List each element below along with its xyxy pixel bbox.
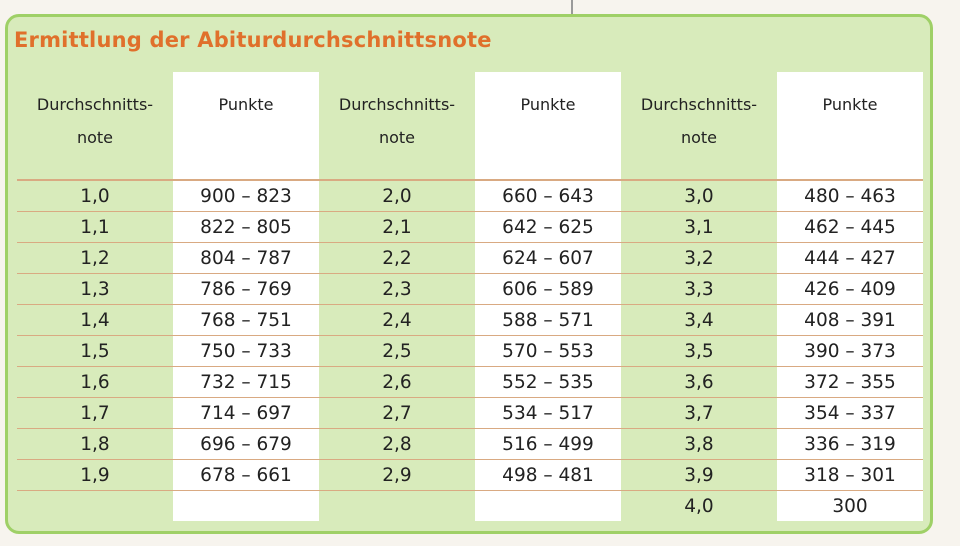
points-range-cell: 300 xyxy=(777,491,923,522)
table-row: 4,0 300 xyxy=(17,491,923,522)
average-grade-cell: 3,2 xyxy=(621,243,777,274)
points-range-cell: 696 – 679 xyxy=(173,429,319,460)
average-grade-cell: 1,5 xyxy=(17,336,173,367)
points-range-cell: 588 – 571 xyxy=(475,305,621,336)
points-range-cell: 354 – 337 xyxy=(777,398,923,429)
average-grade-cell: 3,8 xyxy=(621,429,777,460)
average-grade-cell: 2,5 xyxy=(319,336,475,367)
points-range-cell: 768 – 751 xyxy=(173,305,319,336)
table-header-row: Durchschnitts-note Punkte Durchschnitts-… xyxy=(17,72,923,180)
table-row: 1,0 900 – 823 2,0 660 – 643 3,0 480 – 463 xyxy=(17,180,923,212)
average-grade-cell: 3,3 xyxy=(621,274,777,305)
table-row: 1,5 750 – 733 2,5 570 – 553 3,5 390 – 373 xyxy=(17,336,923,367)
average-grade-cell: 2,2 xyxy=(319,243,475,274)
points-range-cell: 426 – 409 xyxy=(777,274,923,305)
average-grade-cell xyxy=(17,491,173,522)
average-grade-cell: 1,3 xyxy=(17,274,173,305)
header-average-grade: Durchschnitts-note xyxy=(621,72,777,180)
points-range-cell: 390 – 373 xyxy=(777,336,923,367)
average-grade-cell: 2,8 xyxy=(319,429,475,460)
average-grade-cell: 3,5 xyxy=(621,336,777,367)
header-points: Punkte xyxy=(777,72,923,180)
average-grade-cell: 2,4 xyxy=(319,305,475,336)
points-range-cell: 444 – 427 xyxy=(777,243,923,274)
points-range-cell: 660 – 643 xyxy=(475,180,621,212)
box-title: Ermittlung der Abiturdurchschnittsnote xyxy=(14,28,492,52)
points-range-cell: 750 – 733 xyxy=(173,336,319,367)
header-average-grade: Durchschnitts-note xyxy=(17,72,173,180)
average-grade-cell: 3,0 xyxy=(621,180,777,212)
table-row: 1,3 786 – 769 2,3 606 – 589 3,3 426 – 409 xyxy=(17,274,923,305)
table-row: 1,2 804 – 787 2,2 624 – 607 3,2 444 – 427 xyxy=(17,243,923,274)
average-grade-cell: 1,1 xyxy=(17,212,173,243)
points-range-cell: 408 – 391 xyxy=(777,305,923,336)
points-range-cell: 516 – 499 xyxy=(475,429,621,460)
average-grade-cell: 1,7 xyxy=(17,398,173,429)
average-grade-cell: 1,4 xyxy=(17,305,173,336)
average-grade-cell: 3,6 xyxy=(621,367,777,398)
header-average-grade: Durchschnitts-note xyxy=(319,72,475,180)
points-range-cell: 534 – 517 xyxy=(475,398,621,429)
average-grade-cell xyxy=(319,491,475,522)
average-grade-cell: 1,6 xyxy=(17,367,173,398)
points-range-cell: 804 – 787 xyxy=(173,243,319,274)
points-range-cell: 900 – 823 xyxy=(173,180,319,212)
average-grade-cell: 4,0 xyxy=(621,491,777,522)
points-range-cell: 318 – 301 xyxy=(777,460,923,491)
average-grade-cell: 1,0 xyxy=(17,180,173,212)
points-range-cell: 822 – 805 xyxy=(173,212,319,243)
points-range-cell: 624 – 607 xyxy=(475,243,621,274)
average-grade-cell: 2,3 xyxy=(319,274,475,305)
average-grade-cell: 2,0 xyxy=(319,180,475,212)
average-grade-cell: 1,2 xyxy=(17,243,173,274)
points-range-cell: 678 – 661 xyxy=(173,460,319,491)
points-range-cell: 732 – 715 xyxy=(173,367,319,398)
average-grade-cell: 1,8 xyxy=(17,429,173,460)
points-range-cell: 336 – 319 xyxy=(777,429,923,460)
header-points: Punkte xyxy=(173,72,319,180)
average-grade-cell: 1,9 xyxy=(17,460,173,491)
points-range-cell: 498 – 481 xyxy=(475,460,621,491)
average-grade-cell: 3,4 xyxy=(621,305,777,336)
points-range-cell: 786 – 769 xyxy=(173,274,319,305)
grade-points-table: Durchschnitts-note Punkte Durchschnitts-… xyxy=(17,72,923,521)
average-grade-cell: 3,9 xyxy=(621,460,777,491)
average-grade-cell: 3,1 xyxy=(621,212,777,243)
table-row: 1,1 822 – 805 2,1 642 – 625 3,1 462 – 445 xyxy=(17,212,923,243)
points-range-cell: 570 – 553 xyxy=(475,336,621,367)
points-range-cell: 552 – 535 xyxy=(475,367,621,398)
points-range-cell: 462 – 445 xyxy=(777,212,923,243)
average-grade-cell: 2,9 xyxy=(319,460,475,491)
points-range-cell xyxy=(173,491,319,522)
points-range-cell: 480 – 463 xyxy=(777,180,923,212)
average-grade-cell: 2,1 xyxy=(319,212,475,243)
points-range-cell xyxy=(475,491,621,522)
points-range-cell: 372 – 355 xyxy=(777,367,923,398)
points-range-cell: 606 – 589 xyxy=(475,274,621,305)
points-range-cell: 714 – 697 xyxy=(173,398,319,429)
table-row: 1,6 732 – 715 2,6 552 – 535 3,6 372 – 355 xyxy=(17,367,923,398)
header-points: Punkte xyxy=(475,72,621,180)
table-row: 1,7 714 – 697 2,7 534 – 517 3,7 354 – 337 xyxy=(17,398,923,429)
average-grade-cell: 2,6 xyxy=(319,367,475,398)
average-grade-cell: 3,7 xyxy=(621,398,777,429)
table-row: 1,4 768 – 751 2,4 588 – 571 3,4 408 – 391 xyxy=(17,305,923,336)
average-grade-cell: 2,7 xyxy=(319,398,475,429)
points-range-cell: 642 – 625 xyxy=(475,212,621,243)
table-row: 1,8 696 – 679 2,8 516 – 499 3,8 336 – 319 xyxy=(17,429,923,460)
table-row: 1,9 678 – 661 2,9 498 – 481 3,9 318 – 301 xyxy=(17,460,923,491)
